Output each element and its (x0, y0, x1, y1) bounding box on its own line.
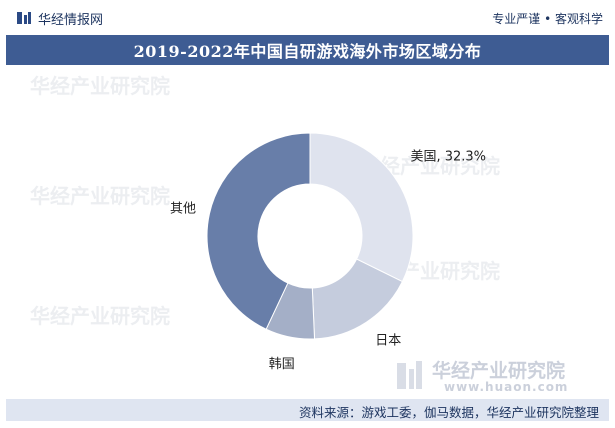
watermark-brand: 华经产业研究院 (432, 360, 566, 382)
tagline: 专业严谨 • 客观科学 (492, 12, 603, 26)
slice-label: 其他 (170, 202, 196, 217)
chart-title: 2019-2022年中国自研游戏海外市场区域分布 (133, 42, 482, 61)
brand-logo-icon (17, 12, 31, 24)
source-bar: 资料来源：游戏工委，伽马数据，华经产业研究院整理 (6, 399, 609, 421)
watermark-logo-icon (397, 361, 422, 389)
source-text: 资料来源：游戏工委，伽马数据，华经产业研究院整理 (298, 405, 599, 420)
top-bar: 华经情报网 专业严谨 • 客观科学 (0, 0, 615, 34)
donut-slices (206, 132, 414, 340)
brand-name: 华经情报网 (38, 12, 104, 28)
slice-label: 美国, 32.3% (410, 150, 486, 165)
watermark-url: www.huaon.com (444, 380, 569, 394)
slice-usa (309, 132, 414, 283)
slice-label: 韩国 (269, 357, 295, 372)
title-bar: 2019-2022年中国自研游戏海外市场区域分布 (6, 35, 609, 65)
slice-label: 日本 (375, 334, 401, 349)
brand[interactable]: 华经情报网 (16, 9, 104, 28)
slice-other (206, 132, 311, 330)
